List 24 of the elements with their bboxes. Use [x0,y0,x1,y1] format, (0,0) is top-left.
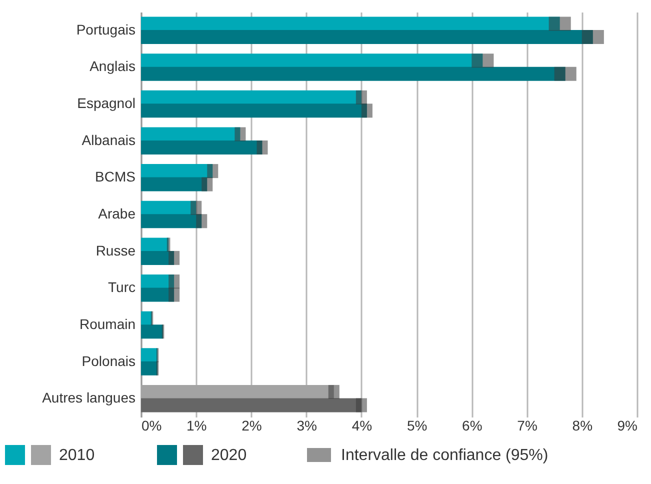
x-tick-label: 4% [352,418,372,434]
x-tick-label: 0% [142,418,162,434]
y-tick-label: Portugais [76,21,136,38]
legend-label: 2010 [59,447,95,464]
legend-label: 2020 [211,447,247,464]
text: Intervalle de confiance (95%) [341,447,548,464]
x-tick-label: 6% [462,418,482,434]
y-tick-label: Anglais [90,58,136,74]
y-tick-label: Espagnol [77,95,136,112]
y-tick-label: BCMS [95,168,136,185]
y-tick-label: Autres langues [42,390,136,406]
y-tick-label: Russe [96,242,136,258]
y-tick-label: Roumain [79,316,136,332]
x-tick-label: 3% [296,418,317,434]
x-tick-label: 5% [406,418,428,434]
y-tick-label: Polonais [82,352,136,369]
x-tick-label: 1% [186,418,207,434]
x-tick-label: 7% [517,418,538,434]
y-tick-label: Albanais [82,132,136,148]
x-tick-label: 8% [572,418,593,434]
x-tick-label: 2% [242,418,262,434]
y-tick-label: Arabe [98,206,136,222]
x-tick-label: 9% [617,418,638,434]
y-tick-label: Turc [108,279,136,296]
